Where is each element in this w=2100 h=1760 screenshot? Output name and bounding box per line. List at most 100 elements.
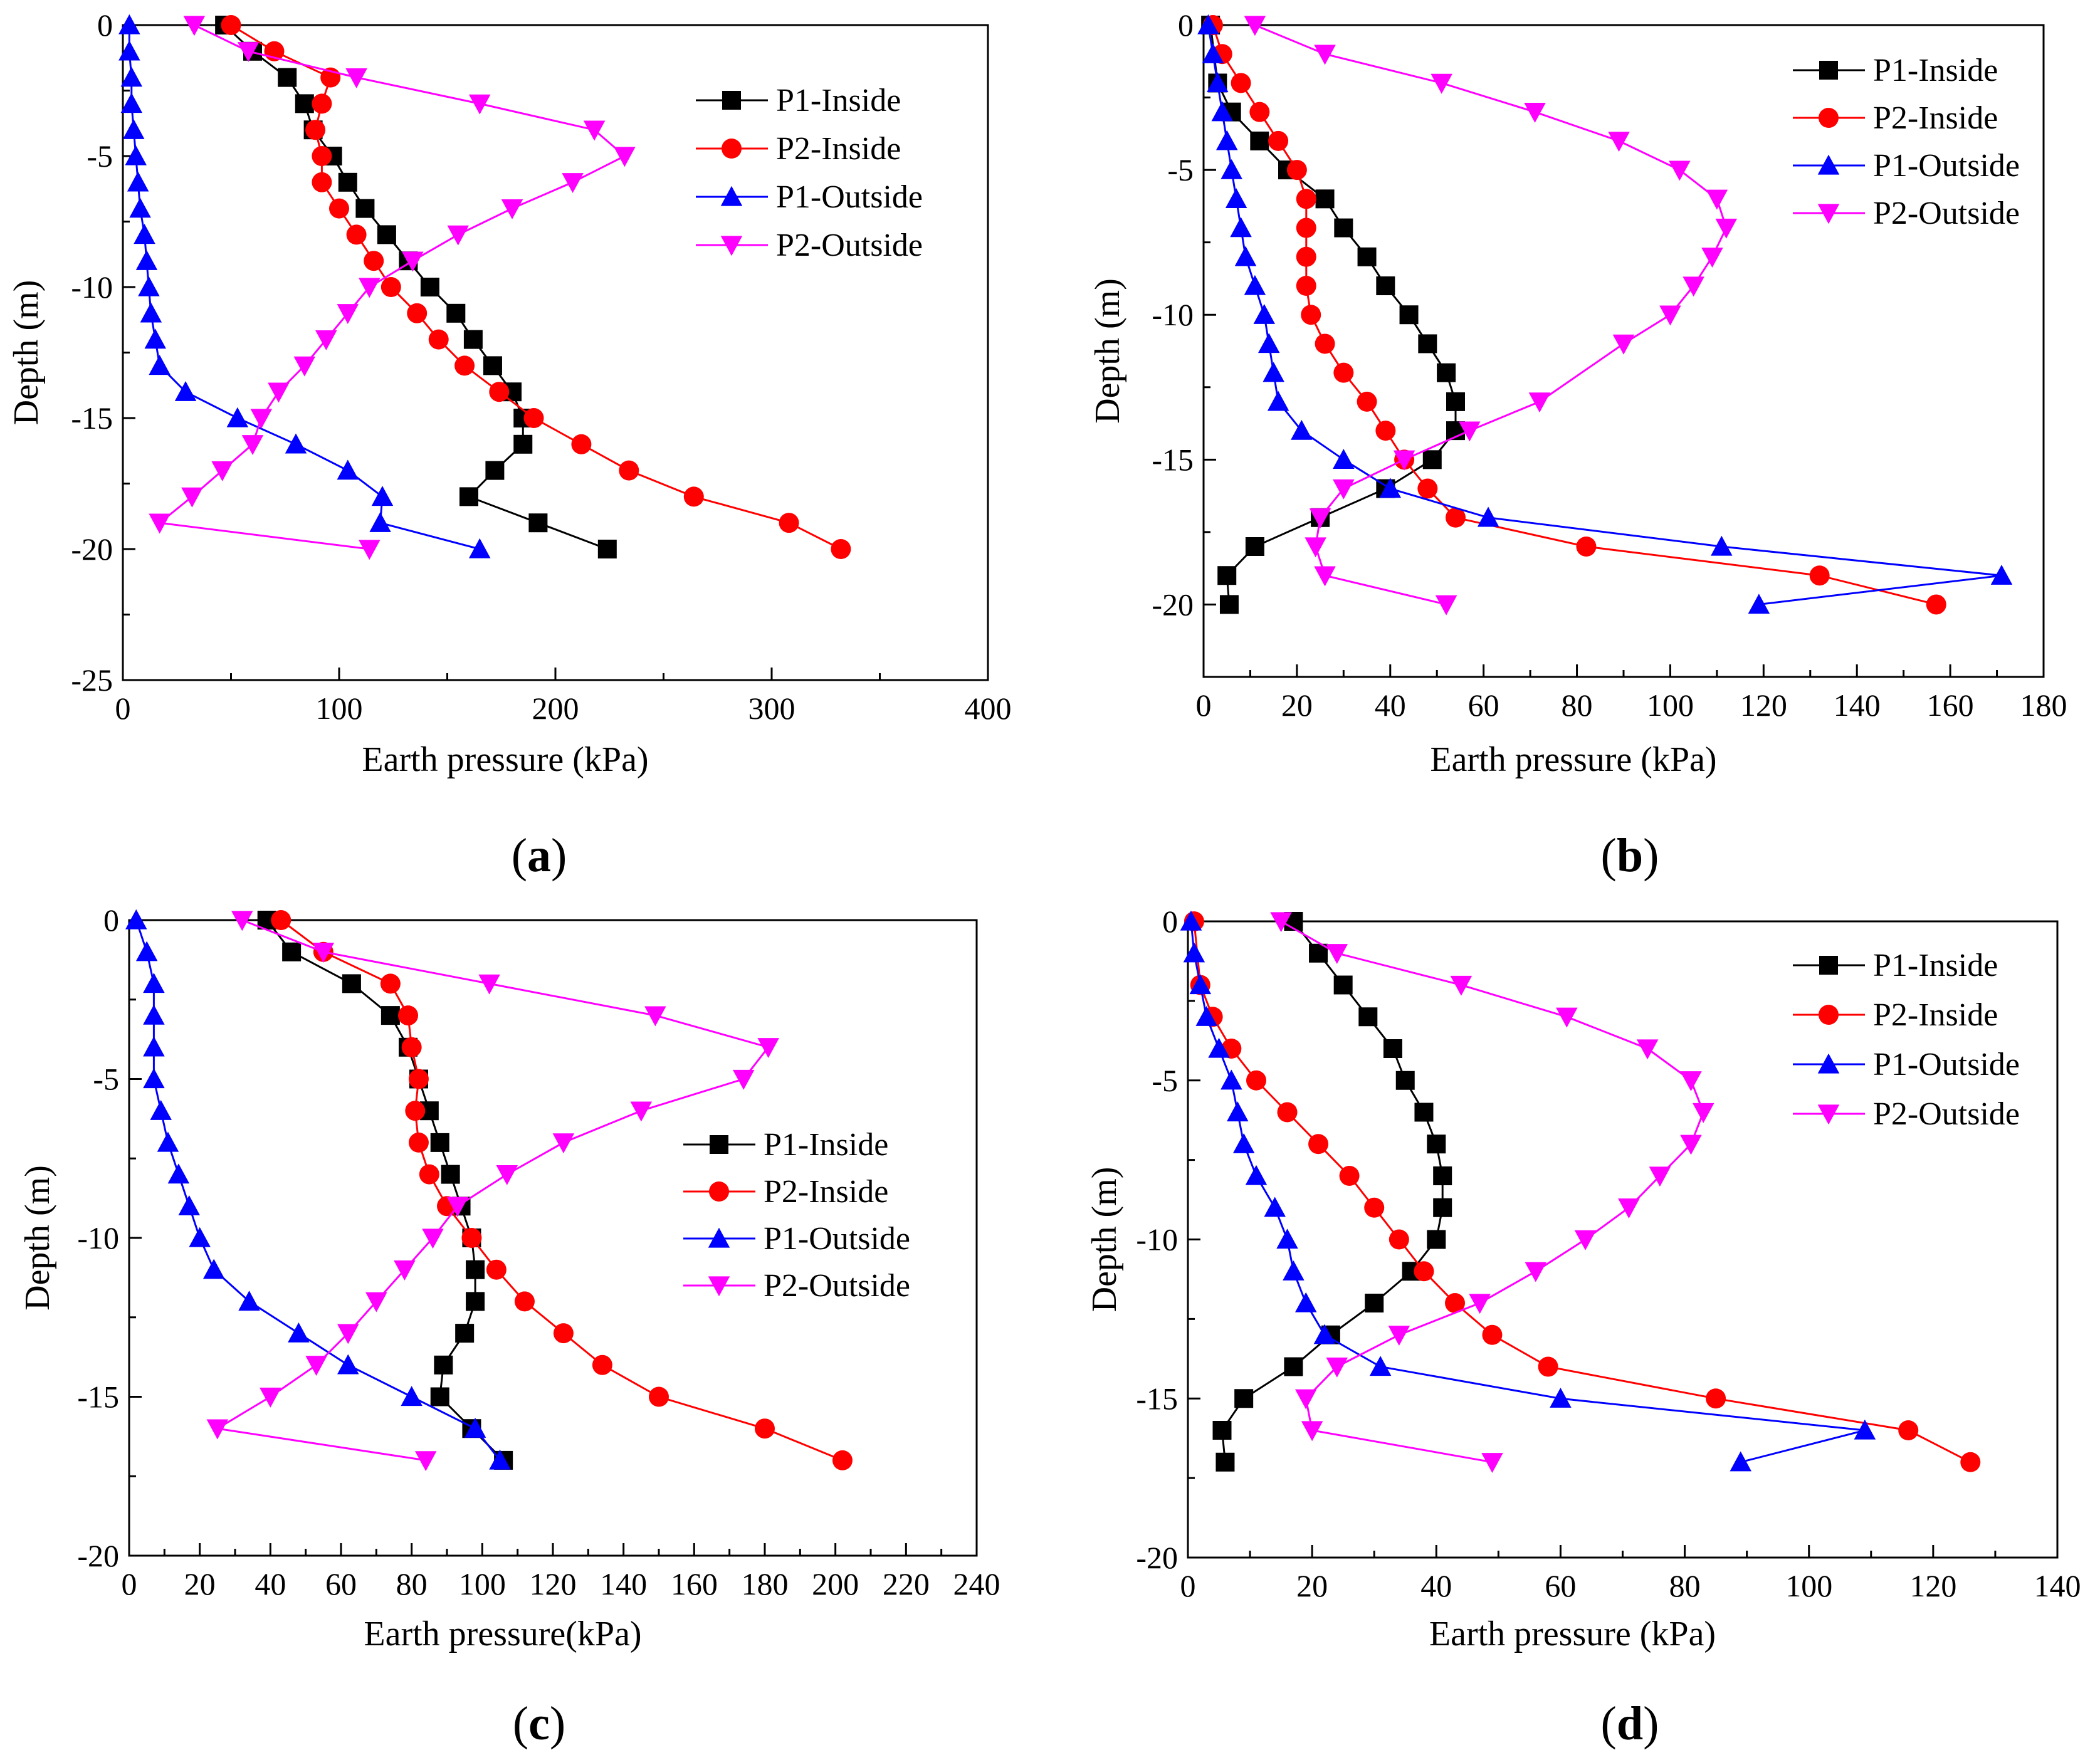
panel-b-series-p2-outside-point (1701, 248, 1723, 268)
panel-a-series-p1-outside-point (125, 145, 147, 165)
panel-c-series-p1-outside-point (150, 1099, 172, 1120)
panel-a-series-p1-inside-point (278, 68, 297, 87)
panel-b-legend-label: P2-Inside (1873, 100, 1998, 136)
panel-c-series-p2-outside-point (552, 1133, 575, 1154)
panel-a-xtick-label: 300 (748, 691, 795, 726)
panel-a-series-p2-inside-point (489, 382, 510, 402)
panel-c-series-p1-outside-point (489, 1449, 511, 1470)
panel-a-series-p1-outside-point (123, 118, 145, 139)
panel-b-series-p2-inside-point (1296, 217, 1316, 238)
panel-a-xtick-label: 0 (115, 691, 131, 726)
panel-a-legend-entry: P2-Inside (696, 131, 901, 167)
panel-c-series-p1-outside-point (401, 1386, 423, 1406)
panel-d-series-p2-inside-point (1538, 1356, 1558, 1377)
panel-a-series-p2-outside-point (237, 42, 260, 63)
panel-a-label-close: ) (551, 829, 567, 882)
panel-c-series-p2-inside-point (271, 910, 291, 930)
panel-d-label-open: ( (1601, 1697, 1617, 1750)
panel-a-series-p2-inside-point (312, 146, 332, 166)
panel-a-series-p2-inside-point (221, 15, 241, 35)
panel-c-series-p1-inside-point (466, 1292, 485, 1311)
panel-d-series-p1-outside-point (1313, 1324, 1336, 1344)
panel-d-series-p2-inside-point (1960, 1452, 1981, 1472)
panel-d-series-p2-outside-point (1326, 944, 1348, 964)
panel-a-ylabel: Depth (m) (7, 280, 46, 426)
panel-c-ytick-label: -15 (77, 1380, 119, 1415)
panel-b-series-p1-outside-point (1202, 43, 1224, 63)
panel-d-series-p1-outside-line (1190, 921, 1866, 1464)
panel-d-series-p2-outside-point (1270, 912, 1292, 933)
panel-d-series-p2-inside (1184, 911, 1981, 1472)
panel-b-series-p1-outside-point (1207, 72, 1229, 93)
panel-c-xtick-label: 0 (122, 1566, 137, 1601)
panel-b-series-p1-outside-point (1253, 303, 1276, 324)
panel-b-xtick-label: 160 (1927, 688, 1974, 723)
panel-b-series-p2-outside-point (1524, 103, 1546, 123)
panel-c-ytick-label: -20 (77, 1538, 119, 1573)
panel-d-series-p2-outside-point (1326, 1357, 1348, 1378)
panel-c-series-p1-inside-point (430, 1387, 449, 1406)
panel-d-series-p1-inside-point (1395, 1071, 1415, 1090)
panel-d-xtick-label: 20 (1296, 1568, 1328, 1603)
panel-b-xtick-label: 80 (1562, 688, 1593, 723)
panel-a-series-p1-inside-point (459, 487, 478, 506)
panel-d-series-p2-inside-point (1898, 1420, 1919, 1440)
panel-b-label-close: ) (1643, 829, 1659, 882)
panel-a-legend-marker (722, 91, 741, 110)
panel-b-ytick-label: -20 (1152, 587, 1194, 622)
panel-c-xtick-label: 180 (742, 1566, 789, 1601)
panel-d-xtick-label: 60 (1545, 1568, 1576, 1603)
panel-b-xtick-label: 180 (2020, 688, 2067, 723)
panel-b-series-p2-inside-point (1296, 189, 1316, 209)
panel-c-ylabel: Depth (m) (18, 1165, 57, 1311)
panel-b-chart: 0 20 40 60 80 100 120 140 160 180 -20 -15 -10 -5 0 Eart… (1088, 8, 2067, 882)
panel-b-series-p2-outside-point (1608, 132, 1630, 152)
panel-b-series-p2-inside-point (1576, 537, 1597, 557)
panel-a-series-p1-inside-point (483, 356, 502, 375)
panel-c-series-p2-outside-point (365, 1292, 387, 1312)
panel-d-series-p1-inside-point (1234, 1389, 1254, 1408)
panel-c-xtick-label: 220 (883, 1566, 930, 1601)
panel-b-series-p1-inside-point (1217, 566, 1237, 585)
panel-a-series-p2-outside-point (583, 120, 606, 141)
panel-a-series-p2-outside-point (359, 278, 381, 298)
panel-b-series-p1-outside-point (1257, 333, 1280, 354)
panel-a-series-p2-outside-point (183, 16, 206, 36)
panel-a-series-p2-inside-point (831, 539, 851, 559)
panel-a-series-p2-outside-point (293, 356, 316, 377)
panel-a-series-p2-inside-point (305, 120, 326, 140)
panel-a-series-p2-outside-point (562, 173, 584, 194)
panel-a-series-p1-outside-point (140, 302, 162, 323)
panel-a-series-p1-outside-point (226, 407, 249, 427)
panel-b-series-p1-inside-point (1219, 595, 1239, 614)
panel-d-series-p1-outside-point (1232, 1133, 1255, 1153)
panel-d-series-p2-inside-point (1308, 1134, 1329, 1155)
panel-d-legend-marker (1817, 1053, 1840, 1074)
panel-c-series-p1-outside-point (135, 941, 158, 961)
panel-a-series-p2-outside-point (359, 540, 381, 560)
panel-b-series-p2-outside-point (1715, 218, 1738, 239)
panel-a-legend: P1-Inside P2-Inside P1-Outside P2-Outside (696, 83, 923, 263)
panel-b-series-p1-outside (1197, 14, 2013, 614)
panel-a-series-p2-outside-point (447, 225, 469, 246)
panel-c-legend-label: P2-Inside (764, 1174, 888, 1210)
panel-d-series-p2-outside-point (1469, 1294, 1491, 1314)
panel-c-xtick-label: 160 (671, 1566, 718, 1601)
panel-d-xtick-label: 0 (1180, 1568, 1196, 1603)
panel-d-series-p1-outside-point (1550, 1388, 1572, 1408)
panel-a-series-p1-outside-point (118, 40, 140, 61)
panel-d-legend-label: P1-Outside (1873, 1047, 2020, 1082)
panel-c-series-p2-outside-point (231, 911, 253, 931)
panel-c-series-p2-outside-point (206, 1419, 229, 1440)
panel-c-legend-marker (708, 1276, 730, 1297)
panel-c-series-p1-inside (257, 911, 513, 1470)
panel-c-series-p2-outside-point (394, 1260, 416, 1281)
panel-b-series-p2-inside-point (1809, 565, 1830, 586)
panel-a-series-p2-outside (149, 16, 636, 560)
panel-d-series-p2-outside-point (1388, 1326, 1410, 1346)
panel-b-legend: P1-Inside P2-Inside P1-Outside P2-Outside (1793, 53, 2020, 231)
panel-b-series-p1-outside-point (1221, 159, 1242, 179)
panel-a-series-p1-inside-point (338, 172, 357, 192)
panel-a-legend-label: P2-Inside (776, 131, 901, 167)
panel-a-legend-marker (720, 236, 743, 256)
